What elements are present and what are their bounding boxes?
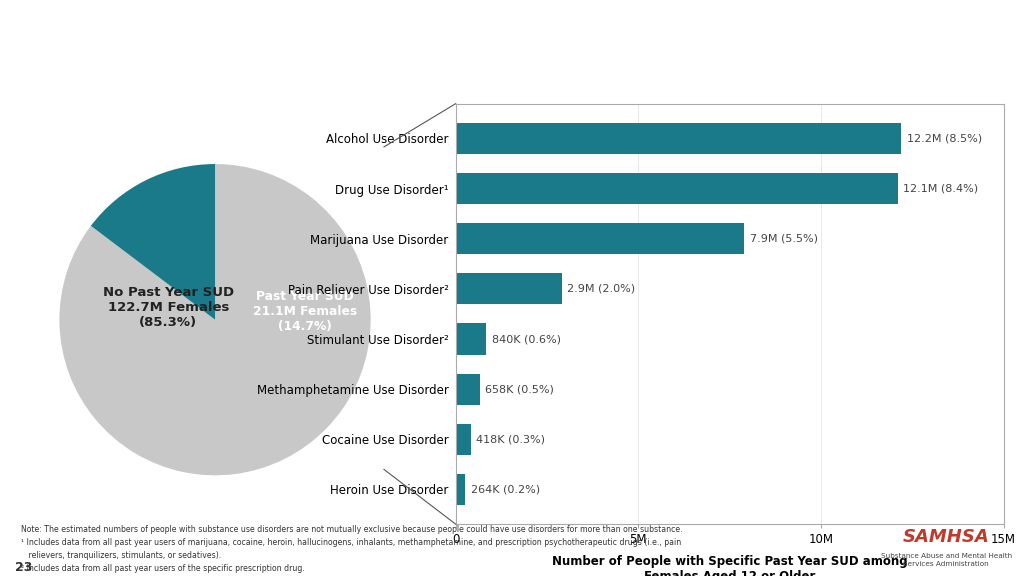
Text: 658K (0.5%): 658K (0.5%)	[485, 384, 554, 394]
Bar	[456, 424, 471, 455]
Text: Past Year SUD
21.1M Females
(14.7%): Past Year SUD 21.1M Females (14.7%)	[253, 290, 357, 334]
Text: No Past Year SUD
122.7M Females
(85.3%): No Past Year SUD 122.7M Females (85.3%)	[102, 286, 233, 329]
Bar	[456, 273, 561, 304]
Text: 2.9M (2.0%): 2.9M (2.0%)	[567, 284, 635, 294]
Text: 23: 23	[15, 560, 33, 574]
Text: 12.2M (8.5%): 12.2M (8.5%)	[906, 133, 982, 143]
Bar	[456, 173, 898, 204]
Text: 7.9M (5.5%): 7.9M (5.5%)	[750, 234, 818, 244]
Bar	[456, 223, 744, 254]
Bar	[456, 123, 901, 154]
Text: Past Year Substance Use Disorder (SUD): Among Females: Past Year Substance Use Disorder (SUD): …	[163, 26, 861, 46]
Text: 418K (0.3%): 418K (0.3%)	[476, 434, 546, 444]
Text: Aged 12 or Older: Aged 12 or Older	[409, 71, 615, 91]
Text: 264K (0.2%): 264K (0.2%)	[471, 484, 540, 495]
Text: 840K (0.6%): 840K (0.6%)	[492, 334, 561, 344]
Wedge shape	[91, 164, 215, 320]
Wedge shape	[59, 164, 371, 475]
Text: SAMHSA: SAMHSA	[903, 528, 989, 546]
Bar	[456, 324, 486, 355]
X-axis label: Number of People with Specific Past Year SUD among
Females Aged 12 or Older: Number of People with Specific Past Year…	[552, 555, 907, 576]
Text: Substance Abuse and Mental Health
Services Administration: Substance Abuse and Mental Health Servic…	[881, 554, 1012, 567]
Bar	[456, 474, 465, 505]
Text: 12.1M (8.4%): 12.1M (8.4%)	[903, 184, 978, 194]
Text: Note: The estimated numbers of people with substance use disorders are not mutua: Note: The estimated numbers of people wi…	[22, 525, 683, 573]
Bar	[456, 374, 479, 405]
